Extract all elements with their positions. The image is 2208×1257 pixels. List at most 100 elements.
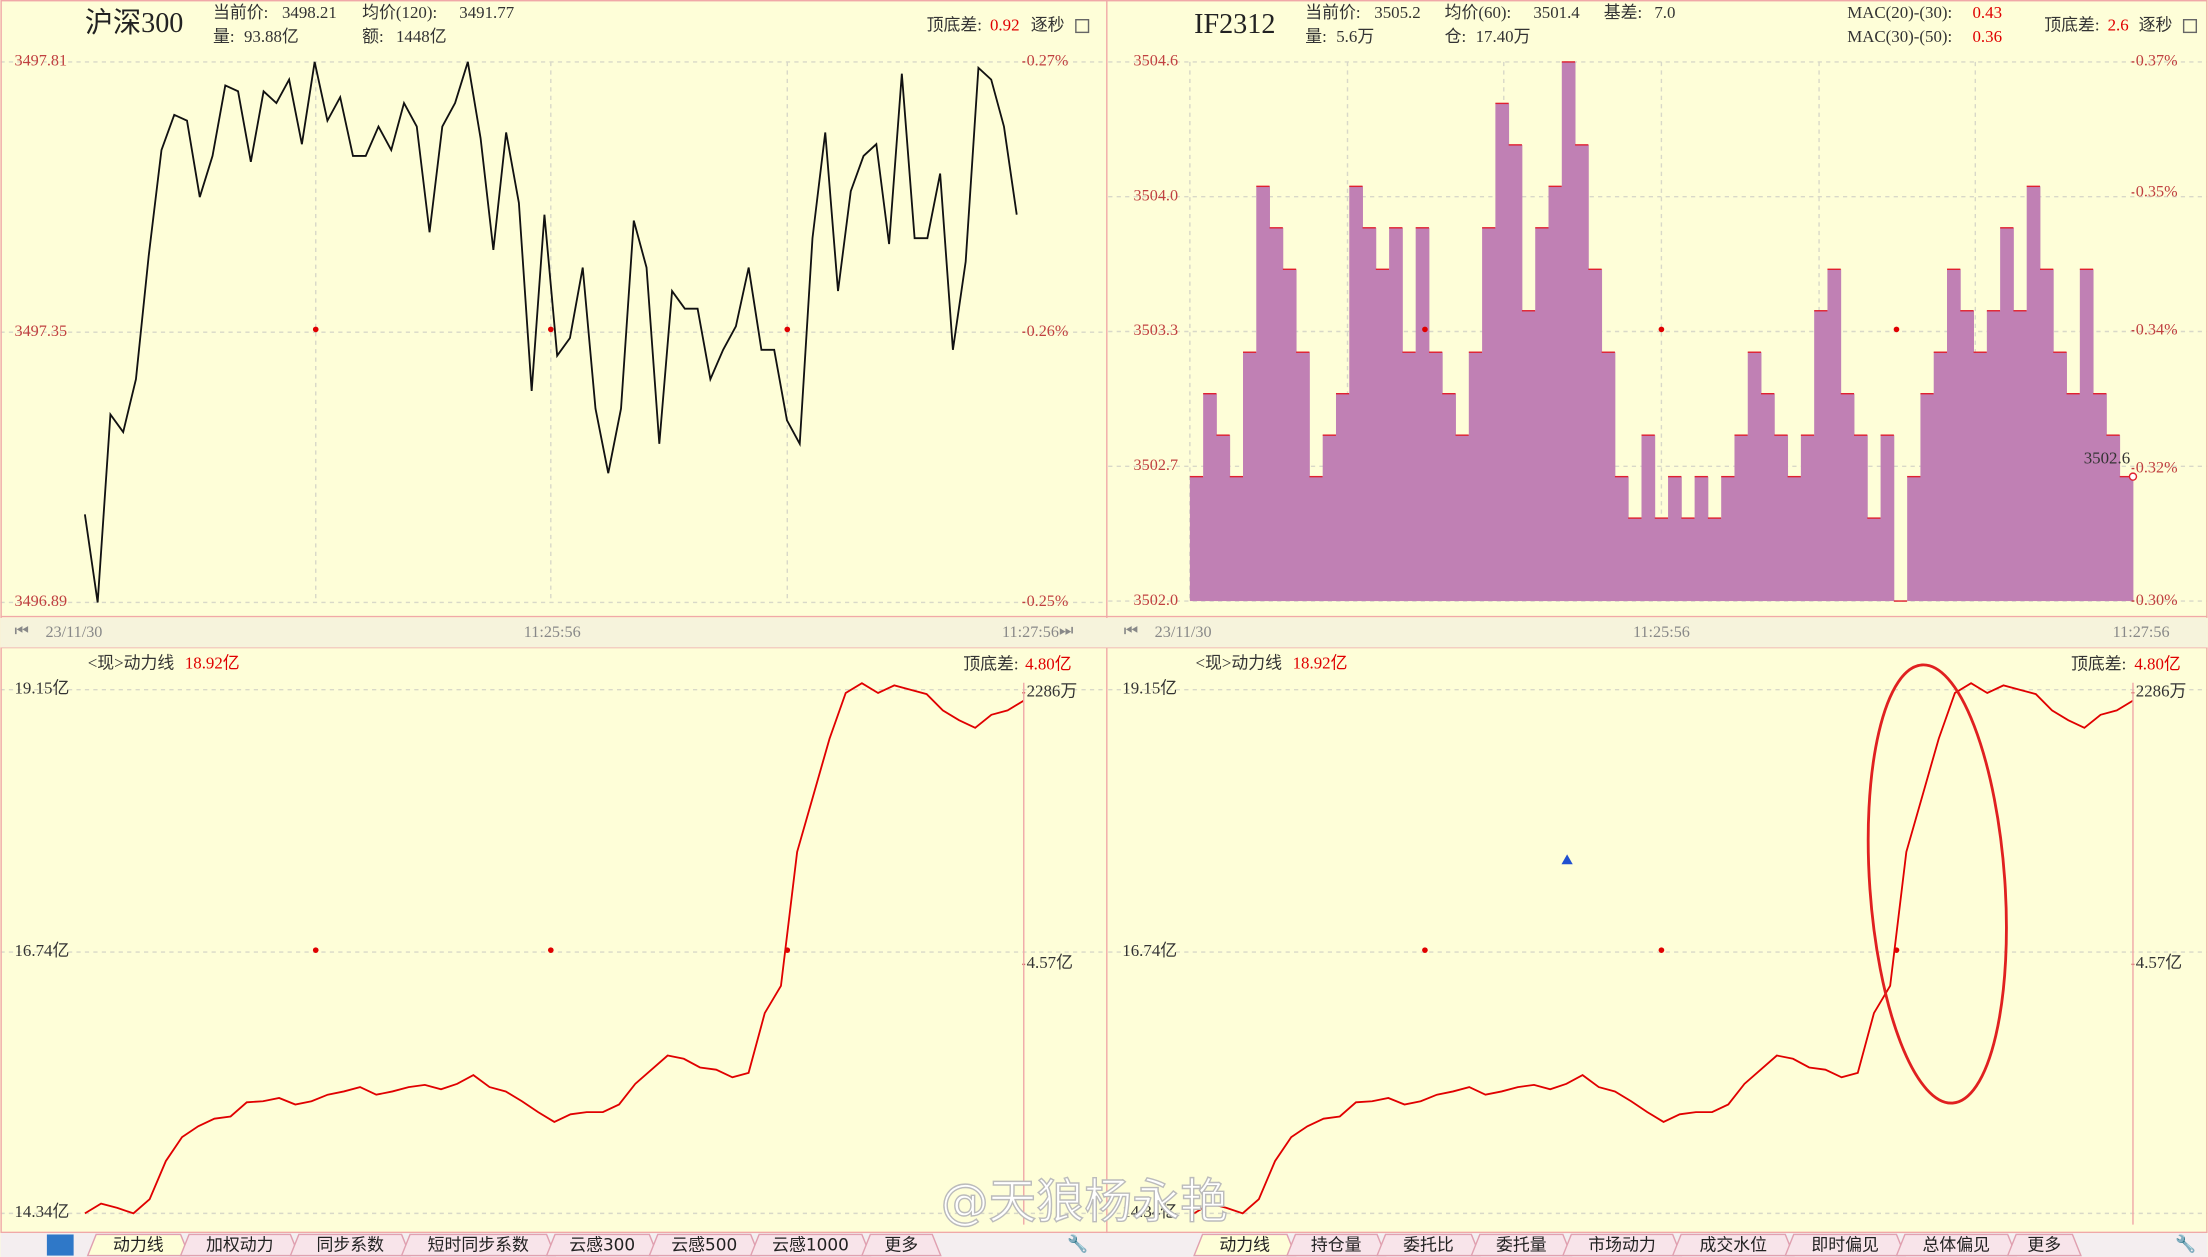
tab-label[interactable]: 即时偏见 <box>1811 1235 1879 1255</box>
tab[interactable] <box>179 1233 300 1257</box>
mode[interactable]: 逐秒 <box>1031 16 1065 35</box>
step-bar <box>1575 144 1589 602</box>
step-bar <box>1415 227 1430 602</box>
tab-label[interactable]: 云感300 <box>569 1235 635 1255</box>
tab[interactable] <box>648 1233 761 1257</box>
tab[interactable] <box>1376 1233 1481 1257</box>
tab-label[interactable]: 更多 <box>2027 1235 2061 1255</box>
tab-label[interactable]: 短时同步系数 <box>428 1235 529 1255</box>
step-bar <box>1203 393 1217 602</box>
field-label: 均价(60): <box>1445 3 1512 22</box>
tab-label[interactable]: 同步系数 <box>316 1235 384 1255</box>
tab-label[interactable]: 动力线 <box>1219 1235 1270 1255</box>
step-bar <box>1867 518 1882 602</box>
step-bar <box>1880 435 1895 602</box>
tab-label[interactable]: 动力线 <box>113 1235 164 1255</box>
mac-label: MAC(30)-(50): <box>1847 27 1952 46</box>
settings-icon[interactable]: 🔧 <box>2175 1234 2196 1254</box>
tab[interactable] <box>1561 1233 1683 1257</box>
step-bar <box>1747 352 1762 602</box>
step-bar <box>1933 352 1948 602</box>
icon[interactable] <box>1075 19 1090 34</box>
field-value: 3505.2 <box>1374 3 1420 22</box>
icon[interactable] <box>2182 19 2198 34</box>
tab-label[interactable]: 委托量 <box>1496 1235 1547 1255</box>
tab-label[interactable]: 云感500 <box>671 1235 737 1255</box>
tab[interactable] <box>1895 1233 2018 1257</box>
step-bar <box>2079 269 2094 602</box>
step-bar <box>1282 269 1297 602</box>
triangle-marker <box>1561 854 1573 865</box>
tab-label[interactable]: 持仓量 <box>1311 1235 1362 1255</box>
time-label: 23/11/30 <box>1155 624 1212 641</box>
nav-left[interactable]: ⏮ <box>1124 623 1139 640</box>
tab-label[interactable]: 更多 <box>884 1235 918 1255</box>
time-bar <box>0 617 2208 648</box>
tab[interactable] <box>1671 1233 1795 1257</box>
step-bar <box>1442 393 1456 602</box>
nav-left[interactable]: ⏮ <box>15 623 30 640</box>
tab[interactable] <box>1470 1233 1573 1257</box>
step-bar <box>1774 435 1789 602</box>
settings-icon[interactable]: 🔧 <box>1067 1234 1088 1254</box>
nav-right[interactable]: ⏭ <box>1059 623 1074 640</box>
step-bar <box>1216 435 1231 602</box>
tab[interactable] <box>545 1233 659 1257</box>
panel-title: 沪深300 <box>85 7 184 39</box>
step-bar <box>1495 103 1510 602</box>
step-bar <box>2119 476 2134 602</box>
field-value: 3491.77 <box>459 3 514 22</box>
tab[interactable] <box>1193 1233 1297 1257</box>
step-bar <box>2026 186 2041 602</box>
step-bar <box>1947 269 1961 602</box>
tab[interactable] <box>1285 1233 1387 1257</box>
tab-label[interactable]: 委托比 <box>1403 1235 1454 1255</box>
panel-title: <现>动力线 <box>1195 653 1282 672</box>
last-point <box>2128 472 2138 481</box>
y2-tick-label: 4.57亿 <box>2136 953 2182 972</box>
mode[interactable]: 逐秒 <box>2139 16 2173 35</box>
step-bar <box>1654 518 1669 602</box>
step-bar <box>1322 435 1337 602</box>
panel-value: 18.92亿 <box>1293 653 1348 672</box>
tab-label[interactable]: 云感1000 <box>772 1235 849 1255</box>
tab-label[interactable]: 成交水位 <box>1699 1235 1767 1255</box>
spread-value: 0.92 <box>990 16 1020 35</box>
spread-value: 4.80亿 <box>2134 655 2180 674</box>
tab[interactable] <box>86 1233 191 1257</box>
step-bar <box>1229 476 1244 602</box>
step-bar <box>1402 352 1417 602</box>
tab[interactable] <box>749 1233 872 1257</box>
step-bar <box>1814 310 1828 602</box>
mac-label: MAC(20)-(30): <box>1847 3 1952 22</box>
y2-tick-label: 0.27% <box>1027 53 1069 70</box>
chart: 3502.6 3502.0 3502.7 3503.3 3504.0 3504.6 0.30… <box>1108 53 2208 609</box>
watermark: @天狼杨永艳 <box>941 1175 1228 1230</box>
step-bar <box>1269 227 1284 602</box>
tab[interactable] <box>860 1233 942 1257</box>
step-bar <box>1389 227 1403 602</box>
chart: 14.34亿 16.74亿 19.15亿 2286万 4.57亿 <box>1108 679 2208 1221</box>
tab[interactable] <box>400 1233 557 1257</box>
step-bar <box>2039 269 2054 602</box>
tab-label[interactable]: 市场动力 <box>1588 1235 1656 1255</box>
data-line <box>1193 682 2134 1215</box>
step-bar <box>1668 476 1682 602</box>
tab[interactable] <box>2006 1233 2082 1257</box>
panel-value: 18.92亿 <box>185 653 240 672</box>
tab[interactable] <box>1784 1233 1906 1257</box>
step-bar <box>1960 310 1974 602</box>
step-bar <box>1694 476 1709 602</box>
field-label: 量: <box>213 27 235 46</box>
y-tick-label: 3504.0 <box>1134 187 1178 204</box>
tab-label[interactable]: 加权动力 <box>206 1235 274 1255</box>
field-label: 基差: <box>1604 3 1642 22</box>
tab[interactable] <box>289 1233 412 1257</box>
tab-label[interactable]: 总体偏见 <box>1923 1235 1991 1255</box>
field-value: 7.0 <box>1654 3 1675 22</box>
step-bar <box>1614 476 1629 602</box>
step-bar <box>2053 352 2067 602</box>
tab-icon[interactable] <box>46 1234 74 1256</box>
step-bar <box>1349 186 1363 602</box>
spread-label: 顶底差: <box>2044 16 2099 35</box>
